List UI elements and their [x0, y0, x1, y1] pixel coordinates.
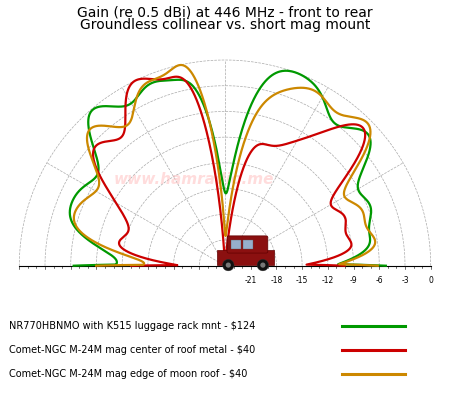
Text: -6: -6 [375, 276, 383, 285]
Circle shape [226, 262, 231, 268]
Text: -15: -15 [296, 276, 308, 285]
FancyBboxPatch shape [227, 236, 268, 253]
Text: Comet-NGC M-24M mag edge of moon roof - $40: Comet-NGC M-24M mag edge of moon roof - … [9, 369, 248, 379]
Text: NR770HBNMO with K515 luggage rack mnt - $124: NR770HBNMO with K515 luggage rack mnt - … [9, 321, 256, 331]
Bar [243, 240, 253, 249]
Circle shape [260, 262, 265, 268]
Text: -21: -21 [245, 276, 257, 285]
Text: www.hamradio.me: www.hamradio.me [114, 172, 274, 187]
Text: Gain (re 0.5 dBi) at 446 MHz - front to rear: Gain (re 0.5 dBi) at 446 MHz - front to … [77, 6, 373, 20]
Text: Groundless collinear vs. short mag mount: Groundless collinear vs. short mag mount [80, 18, 370, 32]
Text: -18: -18 [270, 276, 283, 285]
Circle shape [223, 259, 234, 271]
Circle shape [257, 259, 269, 271]
Text: -9: -9 [350, 276, 357, 285]
Text: -3: -3 [401, 276, 409, 285]
Bar [217, 250, 274, 265]
Text: -12: -12 [322, 276, 334, 285]
Text: 0: 0 [428, 276, 433, 285]
Bar [231, 240, 241, 249]
Text: Comet-NGC M-24M mag center of roof metal - $40: Comet-NGC M-24M mag center of roof metal… [9, 345, 255, 355]
